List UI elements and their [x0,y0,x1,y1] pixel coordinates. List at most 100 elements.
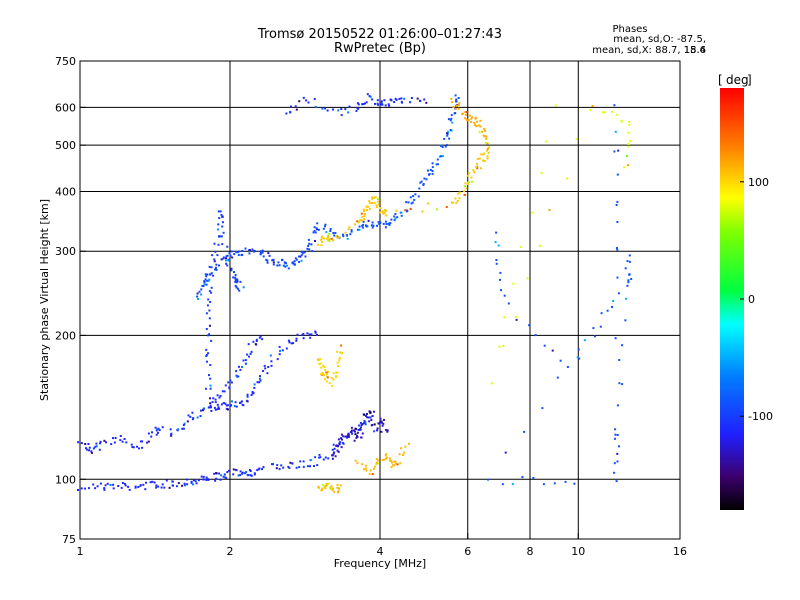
data-point [369,469,372,472]
data-point [239,470,242,473]
data-point [360,212,363,215]
data-point [205,348,208,351]
data-point [261,249,264,252]
data-point [220,403,223,406]
data-point [302,96,305,99]
data-point [222,402,225,404]
data-point [370,418,373,421]
data-point [614,437,616,440]
data-point [440,144,443,147]
data-point [238,365,240,368]
data-point [356,434,358,437]
data-point [234,401,237,404]
data-point [374,102,376,105]
data-point [205,479,208,481]
data-point [487,151,490,154]
data-point [322,227,325,230]
data-point [543,344,546,347]
data-point [366,413,368,415]
data-point [347,432,350,435]
data-point [353,223,356,226]
data-point [462,112,465,115]
data-point [627,281,630,284]
data-point [229,254,232,257]
data-point [345,234,348,237]
data-point [295,337,298,340]
data-point [192,483,195,486]
data-point [360,426,362,429]
data-point [182,427,185,430]
data-point [515,318,518,321]
data-point [294,257,297,260]
data-point [314,331,317,334]
data-point [142,483,145,486]
data-point [95,445,98,448]
data-point [214,268,217,271]
data-point [464,111,467,113]
y-tick-label: 300 [55,245,76,258]
data-point [247,474,250,477]
data-point [269,354,272,357]
data-point [400,100,403,103]
data-point [438,155,441,158]
data-point [380,421,383,424]
data-point [250,350,253,353]
data-point [209,397,211,400]
data-point [556,376,559,379]
data-point [448,137,451,140]
stats-line-x: mean, sd,X: 88.7, 18.4 [592,45,706,56]
colorbar-bracket-open: [ [718,73,723,87]
data-point [545,140,548,143]
data-point [348,435,350,438]
data-point [220,235,223,238]
data-point [614,428,617,431]
data-point [326,380,329,383]
data-point [233,271,235,274]
data-point [316,464,319,467]
data-point [281,259,284,262]
data-point [203,283,206,286]
data-point [317,228,320,231]
data-point [260,250,262,253]
data-point [484,129,486,132]
data-point [376,461,378,464]
data-point [155,433,158,436]
data-point [628,254,631,257]
data-point [218,407,221,410]
data-point [404,445,407,448]
data-point [312,231,315,234]
data-point [336,236,339,239]
data-point [383,211,386,214]
data-point [431,170,434,172]
data-point [465,113,467,116]
data-point [253,472,256,475]
data-point [409,208,412,211]
data-point [196,292,199,295]
data-point [213,258,216,261]
data-point [403,451,406,454]
data-point [329,230,332,232]
data-point [200,288,203,291]
data-point [523,430,526,433]
data-point [476,162,478,165]
data-point [325,484,328,487]
data-point [181,427,184,430]
data-point [616,221,619,223]
data-point [282,466,285,469]
data-point [347,434,350,437]
data-point [290,342,293,345]
data-point [365,415,367,417]
data-point [309,465,311,468]
data-point [237,253,240,256]
data-point [261,251,264,254]
y-tick-label: 100 [55,473,76,486]
data-point [385,214,388,217]
data-point [628,260,631,263]
data-point [420,180,423,183]
data-point [364,421,367,424]
data-point [140,440,142,443]
data-point [427,173,430,176]
data-point [212,274,215,277]
data-point [289,111,292,114]
data-point [225,407,228,410]
